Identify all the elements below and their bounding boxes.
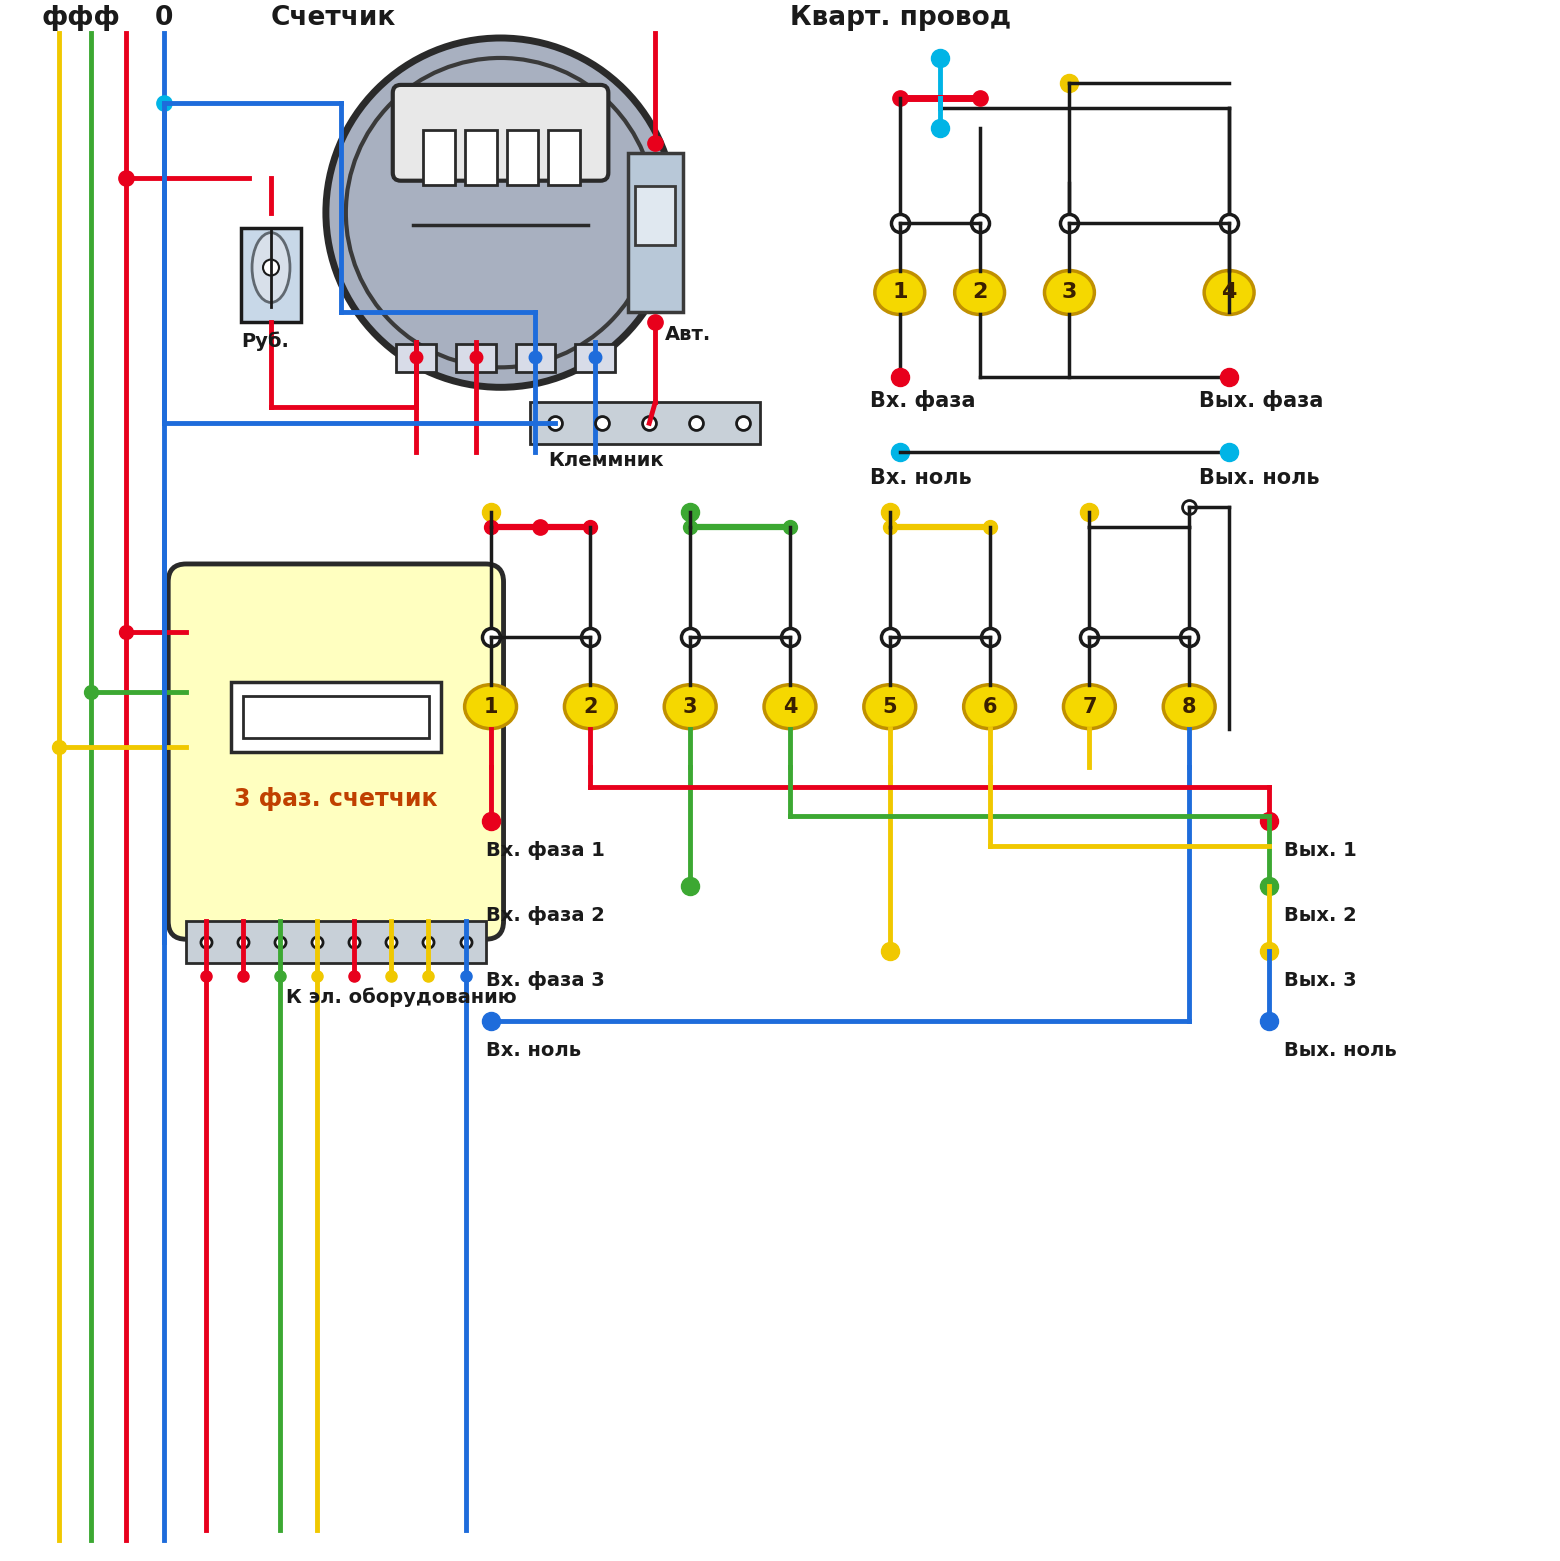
FancyBboxPatch shape [243, 696, 429, 738]
Ellipse shape [1204, 270, 1254, 314]
Text: 5: 5 [883, 696, 897, 716]
Text: Вых. фаза: Вых. фаза [1200, 390, 1323, 411]
Text: 4: 4 [1221, 283, 1237, 303]
FancyBboxPatch shape [231, 682, 440, 751]
Ellipse shape [1064, 685, 1115, 729]
FancyBboxPatch shape [186, 921, 485, 963]
Text: 2: 2 [583, 696, 597, 716]
Ellipse shape [964, 685, 1016, 729]
Text: 2: 2 [972, 283, 987, 303]
Text: Вых. ноль: Вых. ноль [1200, 468, 1320, 489]
Text: Вх. фаза 3: Вх. фаза 3 [485, 971, 604, 990]
Text: 3: 3 [683, 696, 697, 716]
Text: Вых. 1: Вых. 1 [1284, 841, 1357, 860]
Ellipse shape [875, 270, 925, 314]
Text: Авт.: Авт. [665, 325, 711, 345]
Text: Вых. ноль: Вых. ноль [1284, 1041, 1396, 1060]
Text: Вх. фаза: Вх. фаза [870, 390, 975, 411]
Ellipse shape [1164, 685, 1215, 729]
Ellipse shape [864, 685, 916, 729]
Text: 6: 6 [983, 696, 997, 716]
Text: Вых. 2: Вых. 2 [1284, 907, 1357, 926]
FancyBboxPatch shape [465, 130, 496, 184]
Text: Вх. ноль: Вх. ноль [485, 1041, 580, 1060]
Text: Вх. ноль: Вх. ноль [870, 468, 972, 489]
Text: 4: 4 [783, 696, 797, 716]
FancyBboxPatch shape [396, 345, 435, 373]
Text: Счетчик: Счетчик [271, 5, 396, 31]
FancyBboxPatch shape [530, 403, 760, 445]
FancyBboxPatch shape [515, 345, 555, 373]
FancyBboxPatch shape [456, 345, 496, 373]
Ellipse shape [565, 685, 616, 729]
Text: Кварт. провод: Кварт. провод [789, 5, 1011, 31]
Ellipse shape [665, 685, 716, 729]
Ellipse shape [1045, 270, 1095, 314]
Text: 0: 0 [154, 5, 173, 31]
Text: Руб.: Руб. [242, 332, 289, 351]
FancyBboxPatch shape [242, 228, 301, 323]
Text: Клеммник: Клеммник [549, 451, 665, 470]
Text: ффф: ффф [42, 5, 120, 31]
Ellipse shape [465, 685, 516, 729]
Text: 3: 3 [1062, 283, 1076, 303]
Ellipse shape [253, 233, 290, 303]
FancyBboxPatch shape [393, 84, 608, 181]
Text: Вх. фаза 1: Вх. фаза 1 [485, 841, 604, 860]
Text: К эл. оборудованию: К эл. оборудованию [285, 988, 516, 1007]
Text: 3 фаз. счетчик: 3 фаз. счетчик [234, 787, 438, 812]
Circle shape [264, 259, 279, 276]
Ellipse shape [955, 270, 1005, 314]
Circle shape [346, 58, 655, 367]
FancyBboxPatch shape [423, 130, 454, 184]
Text: 1: 1 [484, 696, 498, 716]
FancyBboxPatch shape [168, 564, 504, 940]
Circle shape [326, 37, 675, 387]
Text: 8: 8 [1182, 696, 1197, 716]
Text: 7: 7 [1083, 696, 1097, 716]
FancyBboxPatch shape [629, 153, 683, 312]
Text: Вх. фаза 2: Вх. фаза 2 [485, 907, 604, 926]
FancyBboxPatch shape [549, 130, 580, 184]
FancyBboxPatch shape [576, 345, 615, 373]
Ellipse shape [764, 685, 816, 729]
Text: 1: 1 [892, 283, 908, 303]
Text: Вых. 3: Вых. 3 [1284, 971, 1357, 990]
FancyBboxPatch shape [635, 186, 675, 245]
FancyBboxPatch shape [507, 130, 538, 184]
